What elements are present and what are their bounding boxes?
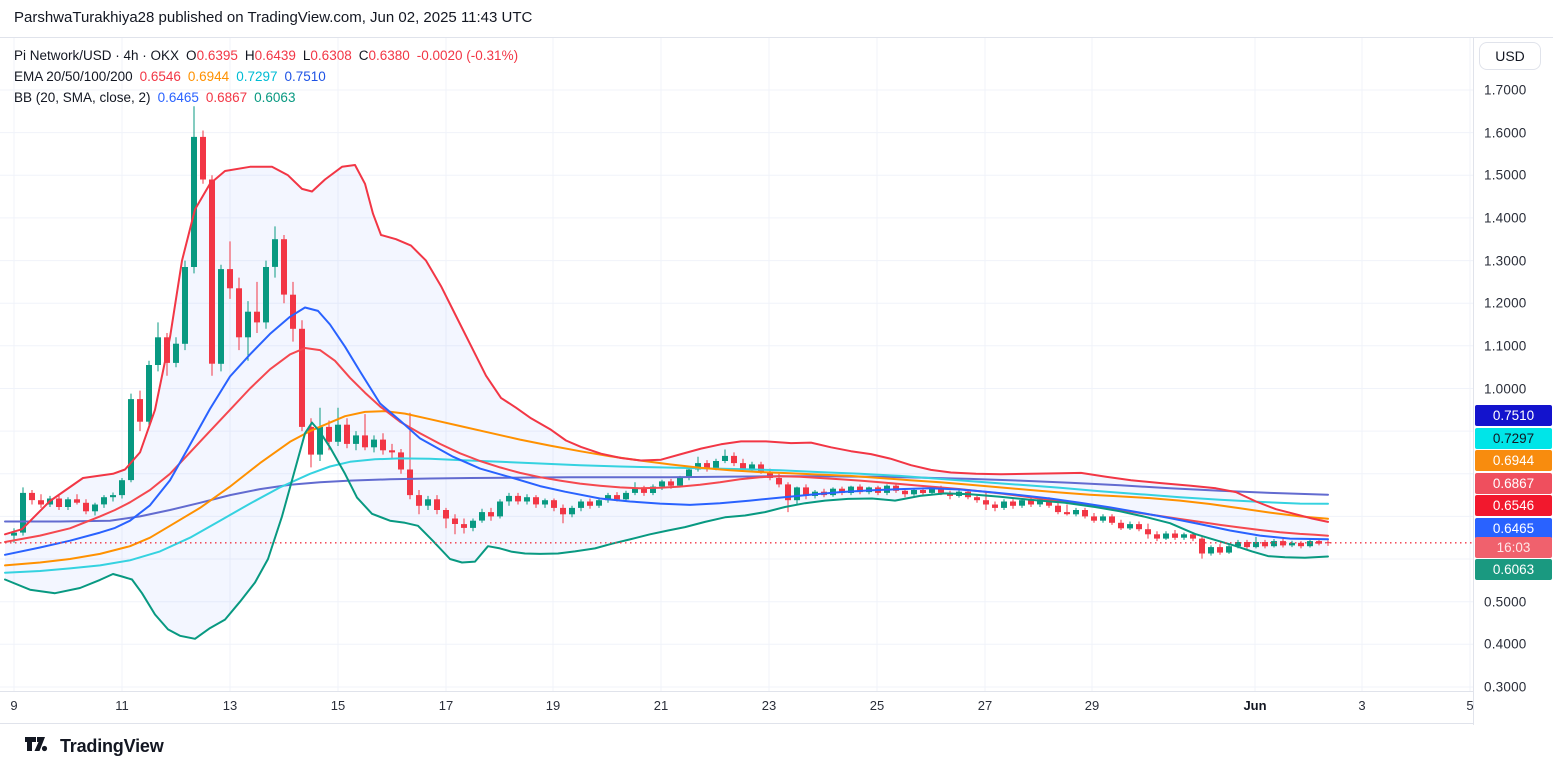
- time-axis-label: 27: [977, 698, 993, 713]
- ema-values: 0.6546 0.6944 0.7297 0.7510: [133, 69, 326, 84]
- price-badge: 0.6867: [1475, 472, 1552, 494]
- change-value: -0.0020 (-0.31%): [416, 48, 519, 63]
- symbol-title: Pi Network/USD · 4h · OKX: [14, 48, 180, 63]
- ema-label: EMA 20/50/100/200: [14, 69, 133, 84]
- price-axis-label: 1.7000: [1484, 82, 1527, 98]
- legend-ema-row: EMA 20/50/100/200 0.6546 0.6944 0.7297 0.751…: [14, 66, 518, 87]
- publish-header: ParshwaTurakhiya28 published on TradingV…: [0, 0, 1553, 37]
- price-badge: 0.6465: [1475, 517, 1552, 539]
- price-badge: 0.6063: [1475, 558, 1552, 580]
- indicator-value: 0.6063: [254, 90, 296, 105]
- price-badge: 0.6944: [1475, 450, 1552, 471]
- chart-legend: Pi Network/USD · 4h · OKX O0.6395 H0.6439 L…: [14, 45, 518, 108]
- ohlc-item: H0.6439: [244, 48, 296, 63]
- indicator-value: 0.6465: [157, 90, 199, 105]
- time-axis[interactable]: 9 11 13 15 17 19 21 23 25 27 29 Jun 3 5: [0, 691, 1553, 724]
- bb-label: BB (20, SMA, close, 2): [14, 90, 151, 105]
- tradingview-logo-text: TradingView: [60, 736, 164, 756]
- chart-area: Pi Network/USD · 4h · OKX O0.6395 H0.6439 L…: [0, 37, 1553, 725]
- ohlc-values: O0.6395 H0.6439 L0.6308 C0.6380 -0.0020 (-0.…: [179, 48, 518, 63]
- time-axis-label: 5: [1466, 698, 1474, 713]
- indicator-value: 0.7297: [236, 69, 278, 84]
- time-axis-label: Jun: [1243, 698, 1267, 713]
- price-axis-label: 0.5000: [1484, 594, 1527, 610]
- time-axis-label: 23: [761, 698, 777, 713]
- publish-header-text: ParshwaTurakhiya28 published on TradingV…: [14, 9, 533, 26]
- time-axis-label: 15: [330, 698, 346, 713]
- price-axis-label: 1.4000: [1484, 210, 1527, 226]
- time-axis-label: 25: [869, 698, 885, 713]
- indicator-value: 0.6944: [187, 69, 230, 84]
- indicator-value: 0.7510: [284, 69, 326, 84]
- legend-symbol-row: Pi Network/USD · 4h · OKX O0.6395 H0.6439 L…: [14, 45, 518, 66]
- price-axis-label: 1.3000: [1484, 253, 1527, 269]
- time-axis-label: 11: [115, 698, 129, 713]
- price-axis-label: 0.4000: [1484, 636, 1527, 652]
- time-axis-label: 21: [653, 698, 669, 713]
- indicator-value: 0.6867: [205, 90, 248, 105]
- time-axis-label: 13: [222, 698, 238, 713]
- price-badge: 16:03: [1475, 536, 1552, 558]
- tradingview-logo-link[interactable]: TradingView: [25, 736, 164, 757]
- price-axis-label: 0.3000: [1484, 679, 1527, 695]
- price-axis-label: 1.1000: [1484, 338, 1527, 354]
- footer: TradingView: [0, 724, 1553, 772]
- ohlc-item: O0.6395: [186, 48, 238, 63]
- legend-bb-row: BB (20, SMA, close, 2) 0.6465 0.6867 0.6063: [14, 87, 518, 108]
- price-badge: 0.7510: [1475, 405, 1552, 426]
- time-axis-label: 29: [1084, 698, 1100, 713]
- tradingview-logo-icon: [25, 737, 48, 752]
- price-axis[interactable]: USD 1.7000 1.6000 1.5000 1.4000 1.3000 1.2000…: [1473, 38, 1553, 725]
- time-axis-label: 17: [438, 698, 454, 713]
- bb-values: 0.6465 0.6867 0.6063: [151, 90, 296, 105]
- price-axis-label: 1.6000: [1484, 125, 1527, 141]
- time-axis-label: 3: [1358, 698, 1366, 713]
- price-axis-label: 1.2000: [1484, 295, 1527, 311]
- price-badge: 0.6546: [1475, 495, 1552, 516]
- time-axis-label: 9: [10, 698, 18, 713]
- currency-toggle-button[interactable]: USD: [1479, 42, 1541, 70]
- indicator-value: 0.6546: [139, 69, 181, 84]
- price-axis-label: 1.0000: [1484, 381, 1527, 396]
- price-axis-label: 1.5000: [1484, 167, 1527, 183]
- price-badge: 0.7297: [1475, 427, 1552, 449]
- ohlc-item: C0.6380: [358, 48, 410, 63]
- ohlc-item: L0.6308: [302, 48, 352, 63]
- time-axis-label: 19: [545, 698, 561, 713]
- time-axis-separator: [0, 691, 1473, 692]
- chart-canvas[interactable]: [0, 38, 1473, 692]
